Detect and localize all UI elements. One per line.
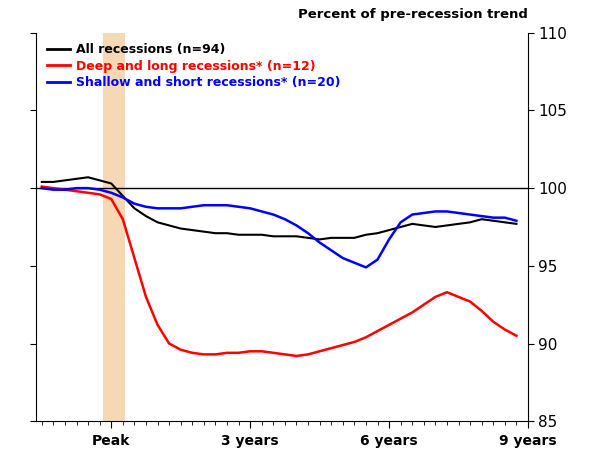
Legend: All recessions (n=94), Deep and long recessions* (n=12), Shallow and short reces: All recessions (n=94), Deep and long rec… (47, 43, 340, 89)
Bar (103, 33, 125, 421)
Text: Percent of pre-recession trend: Percent of pre-recession trend (298, 8, 528, 21)
